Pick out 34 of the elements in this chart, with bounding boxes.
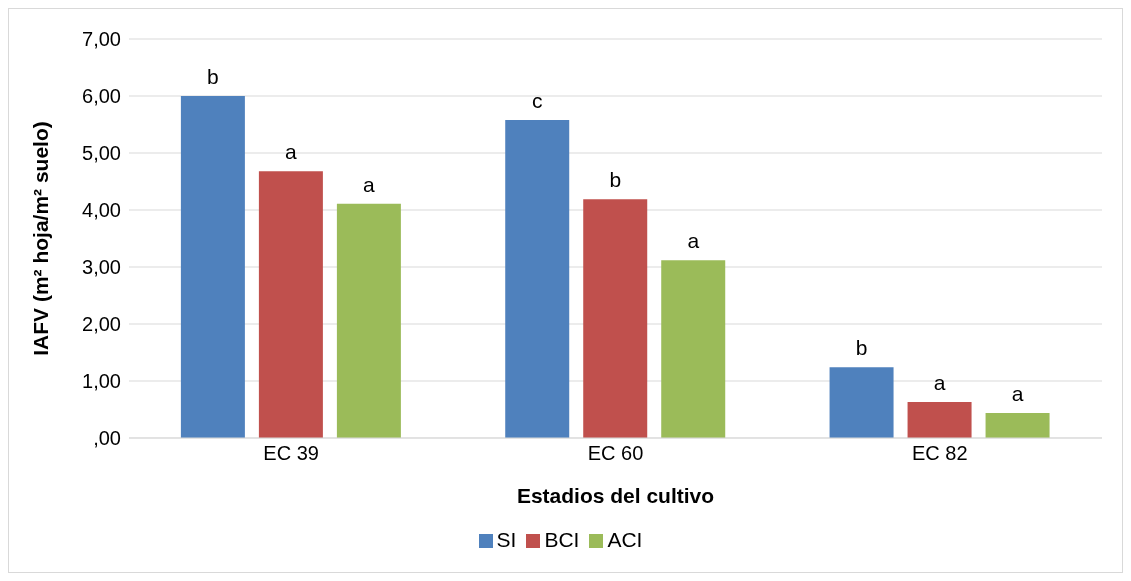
legend-label: SI — [496, 528, 517, 551]
y-tick-label: 4,00 — [82, 199, 121, 222]
bar — [583, 199, 648, 438]
data-label: b — [609, 168, 622, 192]
y-axis-title: IAFV (m² hoja/m² suelo) — [29, 121, 53, 356]
data-label: a — [363, 172, 376, 196]
bar — [505, 119, 570, 438]
x-tick-label: EC 60 — [587, 442, 644, 465]
x-tick-label: EC 82 — [912, 442, 968, 465]
data-label: b — [207, 65, 219, 88]
y-tick-label: 3,00 — [82, 256, 121, 279]
legend-label: ACI — [607, 528, 643, 551]
data-label: c — [531, 88, 543, 112]
data-label: a — [1011, 381, 1024, 405]
y-tick-label: 1,00 — [82, 370, 121, 393]
data-label: a — [285, 140, 298, 164]
y-tick-label: 7,00 — [82, 28, 121, 51]
x-tick-label: EC 39 — [263, 442, 319, 465]
x-axis-title: Estadios del cultivo — [516, 484, 715, 507]
data-label: b — [855, 336, 868, 360]
y-tick-label: 6,00 — [82, 85, 121, 108]
bar — [336, 203, 401, 438]
bar — [180, 96, 245, 438]
bar — [985, 412, 1050, 438]
data-label: a — [687, 229, 700, 253]
y-tick-label: ,00 — [93, 427, 121, 450]
bar — [258, 171, 323, 438]
bar — [661, 260, 726, 438]
y-tick-label: 2,00 — [82, 313, 121, 336]
bar — [829, 367, 894, 438]
y-tick-label: 5,00 — [82, 142, 121, 165]
bar — [907, 402, 972, 438]
data-label: a — [933, 371, 946, 395]
legend-label: BCI — [544, 528, 580, 551]
